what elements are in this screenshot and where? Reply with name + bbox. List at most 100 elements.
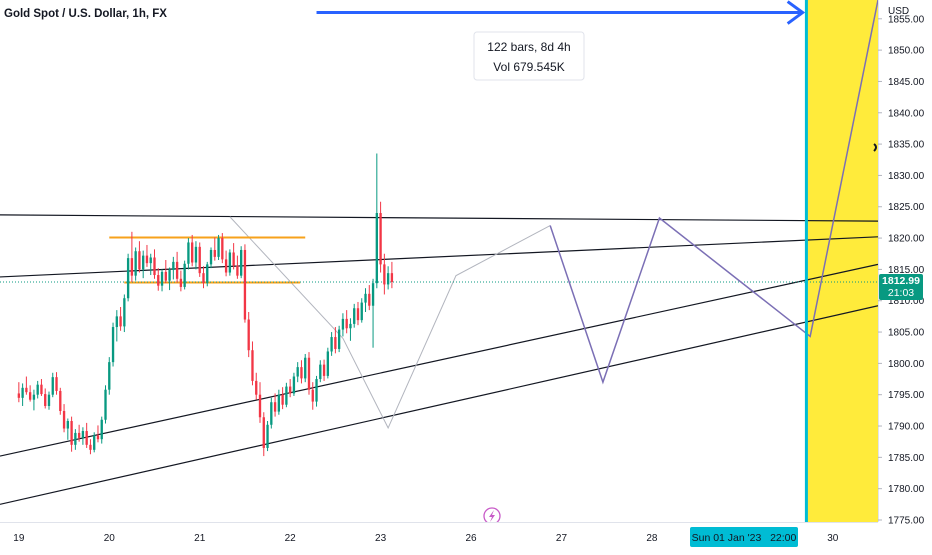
candle[interactable] — [353, 303, 356, 328]
candle[interactable] — [145, 244, 149, 267]
candle[interactable] — [28, 385, 32, 402]
candle[interactable] — [100, 416, 103, 444]
candle[interactable] — [111, 322, 115, 367]
candle[interactable] — [70, 416, 73, 452]
candle[interactable] — [130, 231, 134, 282]
candle[interactable] — [360, 298, 363, 323]
trendline-3[interactable] — [0, 263, 879, 457]
candle[interactable] — [236, 255, 239, 279]
candle[interactable] — [172, 256, 175, 280]
candle[interactable] — [93, 432, 96, 453]
candle[interactable] — [262, 412, 265, 457]
candle[interactable] — [341, 313, 345, 337]
candle[interactable] — [386, 266, 390, 290]
candle[interactable] — [364, 288, 367, 312]
candle[interactable] — [77, 424, 81, 442]
candle[interactable] — [108, 357, 111, 395]
candle[interactable] — [288, 379, 292, 398]
candle[interactable] — [304, 353, 307, 383]
candle[interactable] — [187, 238, 190, 270]
range-box[interactable] — [109, 236, 306, 284]
candle[interactable] — [292, 372, 296, 396]
candle[interactable] — [40, 379, 43, 396]
candle[interactable] — [115, 310, 118, 342]
candle[interactable] — [123, 294, 126, 333]
candle[interactable] — [168, 267, 171, 291]
lightning-icon[interactable] — [483, 507, 501, 525]
candle[interactable] — [379, 201, 382, 273]
candle[interactable] — [337, 325, 341, 353]
candle[interactable] — [247, 312, 250, 358]
candle[interactable] — [296, 362, 299, 383]
candle[interactable] — [142, 250, 145, 279]
candle[interactable] — [368, 285, 371, 311]
candle[interactable] — [25, 376, 28, 395]
candle[interactable] — [36, 380, 39, 399]
candle[interactable] — [239, 246, 243, 279]
candle[interactable] — [277, 389, 281, 415]
candle[interactable] — [194, 241, 198, 270]
candle[interactable] — [55, 372, 58, 395]
projection-line[interactable] — [549, 0, 879, 385]
candle[interactable] — [51, 372, 54, 398]
candle[interactable] — [32, 389, 36, 411]
candle[interactable] — [319, 360, 322, 383]
candle[interactable] — [157, 268, 160, 291]
candle[interactable] — [224, 250, 228, 277]
candle[interactable] — [243, 244, 247, 323]
candle[interactable] — [206, 261, 209, 287]
candle[interactable] — [17, 382, 21, 403]
candle[interactable] — [21, 383, 24, 406]
candle[interactable] — [47, 391, 51, 410]
candle[interactable] — [59, 387, 62, 415]
candle[interactable] — [89, 439, 92, 455]
zigzag-past-line[interactable] — [229, 216, 551, 430]
candle[interactable] — [164, 260, 167, 284]
projection-path[interactable] — [549, 0, 879, 385]
candle[interactable] — [311, 382, 314, 410]
candle[interactable] — [179, 270, 183, 292]
candle[interactable] — [96, 425, 100, 443]
candle[interactable] — [255, 372, 258, 400]
candle[interactable] — [85, 422, 88, 448]
trendline-2[interactable] — [0, 236, 879, 278]
candle[interactable] — [119, 306, 122, 331]
candle[interactable] — [217, 234, 220, 260]
candle[interactable] — [334, 327, 337, 354]
candle[interactable] — [81, 427, 85, 445]
candle[interactable] — [322, 359, 326, 381]
candle[interactable] — [198, 242, 201, 277]
candle[interactable] — [356, 301, 360, 326]
candle[interactable] — [160, 269, 164, 292]
trendline-1[interactable] — [0, 214, 879, 222]
candle[interactable] — [138, 241, 141, 273]
candle[interactable] — [307, 352, 311, 395]
candle[interactable] — [281, 387, 284, 410]
candle[interactable] — [104, 385, 107, 424]
candle[interactable] — [66, 418, 69, 440]
candle[interactable] — [232, 243, 235, 270]
candle[interactable] — [273, 393, 277, 417]
candle[interactable] — [315, 375, 318, 407]
candle[interactable] — [153, 249, 156, 279]
candle[interactable] — [371, 278, 375, 348]
candle[interactable] — [209, 247, 213, 269]
candle[interactable] — [221, 233, 224, 264]
trendlines[interactable] — [0, 214, 879, 505]
candle[interactable] — [74, 429, 77, 450]
candle[interactable] — [326, 347, 330, 379]
candle[interactable] — [251, 341, 254, 386]
candle[interactable] — [228, 249, 232, 276]
candle[interactable] — [149, 253, 152, 276]
candle[interactable] — [383, 253, 386, 295]
symbol-title[interactable]: Gold Spot / U.S. Dollar, 1h, FX — [4, 8, 167, 20]
candle[interactable] — [191, 234, 194, 267]
candle[interactable] — [285, 382, 288, 408]
candle[interactable] — [390, 261, 394, 289]
candle[interactable] — [175, 251, 179, 283]
candle[interactable] — [266, 421, 269, 452]
candle[interactable] — [213, 237, 216, 261]
candle[interactable] — [134, 247, 137, 281]
